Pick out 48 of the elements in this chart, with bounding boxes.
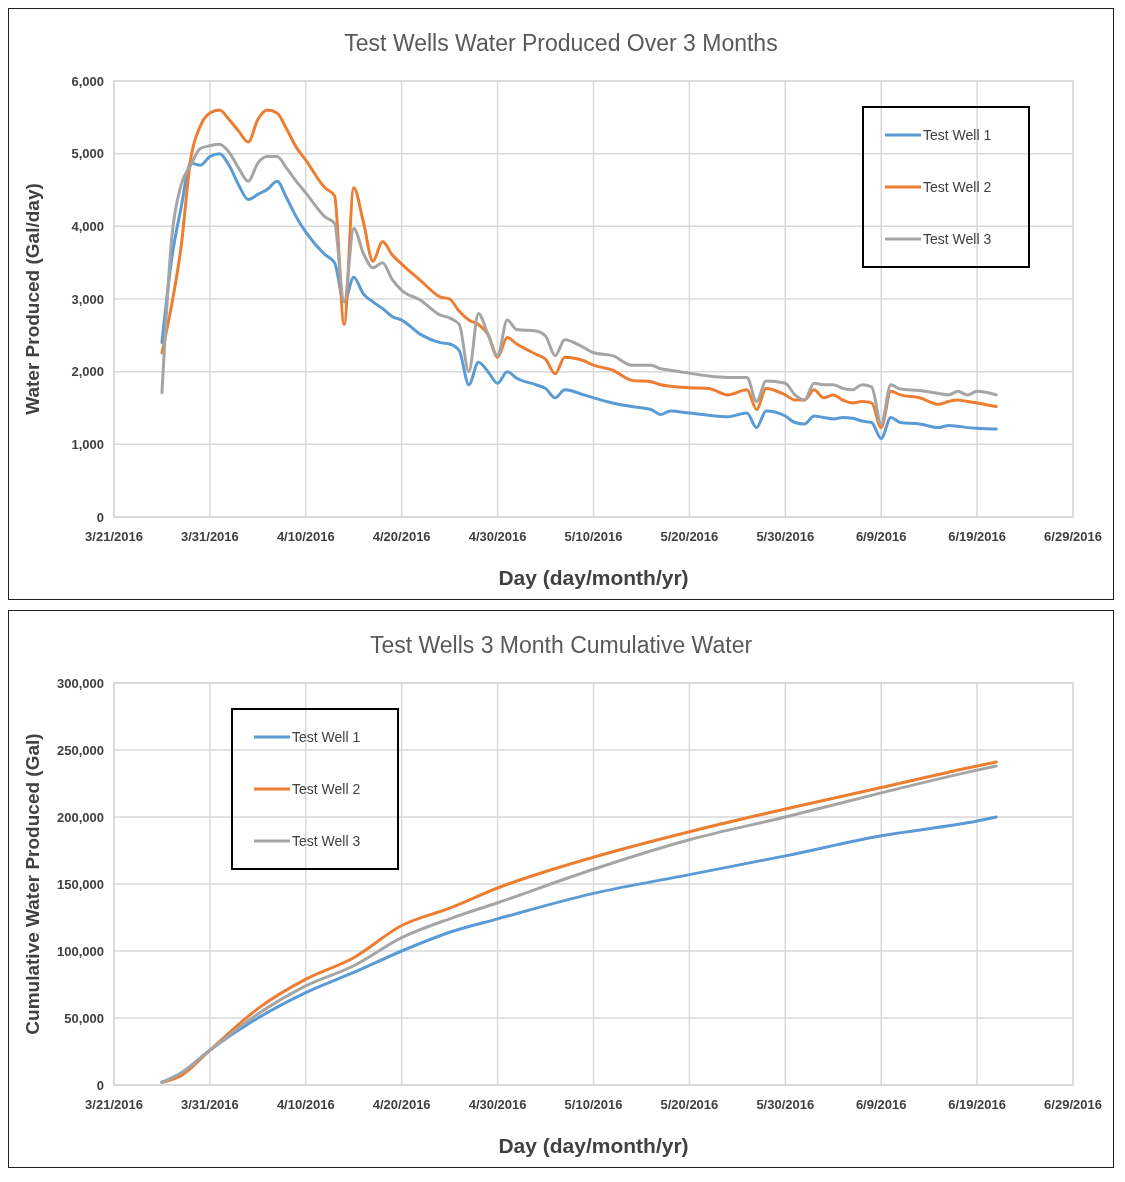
y-tick-label: 2,000 xyxy=(71,364,104,380)
x-tick-label: 5/10/2016 xyxy=(564,529,623,544)
legend-label: Test Well 1 xyxy=(923,126,992,143)
x-tick-label: 5/30/2016 xyxy=(756,529,815,544)
x-tick-label: 3/31/2016 xyxy=(180,529,239,544)
x-tick-label: 4/30/2016 xyxy=(468,529,527,544)
legend-label: Test Well 3 xyxy=(923,230,992,247)
x-tick-label: 6/19/2016 xyxy=(948,529,1007,544)
y-tick-label: 3,000 xyxy=(71,291,104,307)
chart-title: Test Wells Water Produced Over 3 Months xyxy=(344,30,778,56)
x-tick-label: 4/20/2016 xyxy=(372,1097,431,1112)
x-tick-label: 3/31/2016 xyxy=(180,1097,239,1112)
legend-label: Test Well 3 xyxy=(292,832,361,849)
x-axis-title: Day (day/month/yr) xyxy=(498,1134,689,1157)
x-tick-label: 4/10/2016 xyxy=(276,1097,335,1112)
y-tick-label: 4,000 xyxy=(71,218,104,234)
y-tick-label: 6,000 xyxy=(71,73,104,89)
chart-title: Test Wells 3 Month Cumulative Water xyxy=(369,632,753,658)
x-tick-label: 3/21/2016 xyxy=(85,529,143,544)
x-tick-label: 5/20/2016 xyxy=(660,529,719,544)
y-tick-label: 250,000 xyxy=(57,742,104,758)
y-tick-label: 1,000 xyxy=(71,436,104,452)
y-tick-label: 50,000 xyxy=(64,1010,104,1026)
y-axis-title: Cumulative Water Produced (Gal) xyxy=(22,733,43,1035)
legend-label: Test Well 1 xyxy=(292,728,361,745)
y-tick-label: 200,000 xyxy=(57,809,104,825)
x-tick-label: 5/30/2016 xyxy=(756,1097,815,1112)
x-tick-label: 6/9/2016 xyxy=(855,1097,907,1112)
x-tick-label: 5/20/2016 xyxy=(660,1097,719,1112)
legend-label: Test Well 2 xyxy=(923,178,992,195)
y-tick-label: 150,000 xyxy=(57,876,104,892)
x-tick-label: 3/21/2016 xyxy=(85,1097,143,1112)
x-tick-label: 5/10/2016 xyxy=(564,1097,623,1112)
x-tick-label: 6/9/2016 xyxy=(855,529,907,544)
x-tick-label: 6/29/2016 xyxy=(1044,529,1102,544)
x-tick-label: 6/29/2016 xyxy=(1044,1097,1102,1112)
y-tick-label: 0 xyxy=(96,509,104,525)
x-tick-label: 4/30/2016 xyxy=(468,1097,527,1112)
y-tick-label: 5,000 xyxy=(71,146,104,162)
y-tick-label: 100,000 xyxy=(57,943,104,959)
x-tick-label: 6/19/2016 xyxy=(948,1097,1007,1112)
y-tick-label: 0 xyxy=(96,1077,104,1093)
x-tick-label: 4/10/2016 xyxy=(276,529,335,544)
legend-label: Test Well 2 xyxy=(292,780,361,797)
y-axis-title: Water Produced (Gal/day) xyxy=(22,183,43,415)
x-axis-title: Day (day/month/yr) xyxy=(498,566,689,589)
x-tick-label: 4/20/2016 xyxy=(372,529,431,544)
y-tick-label: 300,000 xyxy=(57,675,104,691)
